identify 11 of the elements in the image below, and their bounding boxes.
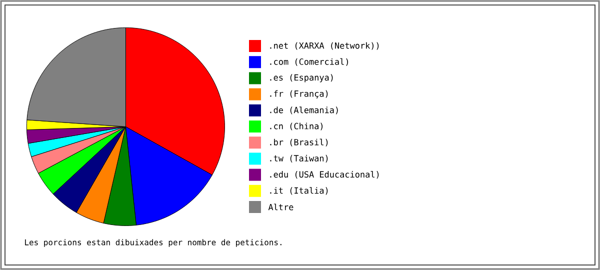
legend-label: .com (Comercial) — [270, 58, 348, 66]
legend-label: .fr (França) — [270, 90, 328, 98]
legend-label: .edu (USA Educacional) — [270, 170, 379, 179]
legend-label: .tw (Taiwan) — [270, 154, 328, 162]
legend-label: .net (XARXA (Network)) — [270, 42, 379, 50]
legend-label: .it (Italia) — [270, 187, 328, 195]
legend-label: .de (Alemania) — [270, 106, 338, 114]
legend-label: .br (Brasil) — [270, 138, 328, 146]
legend-label: .cn (China) — [270, 122, 323, 130]
legend-label: .es (Espanya) — [270, 74, 333, 82]
legend-label: Altre — [268, 204, 294, 210]
